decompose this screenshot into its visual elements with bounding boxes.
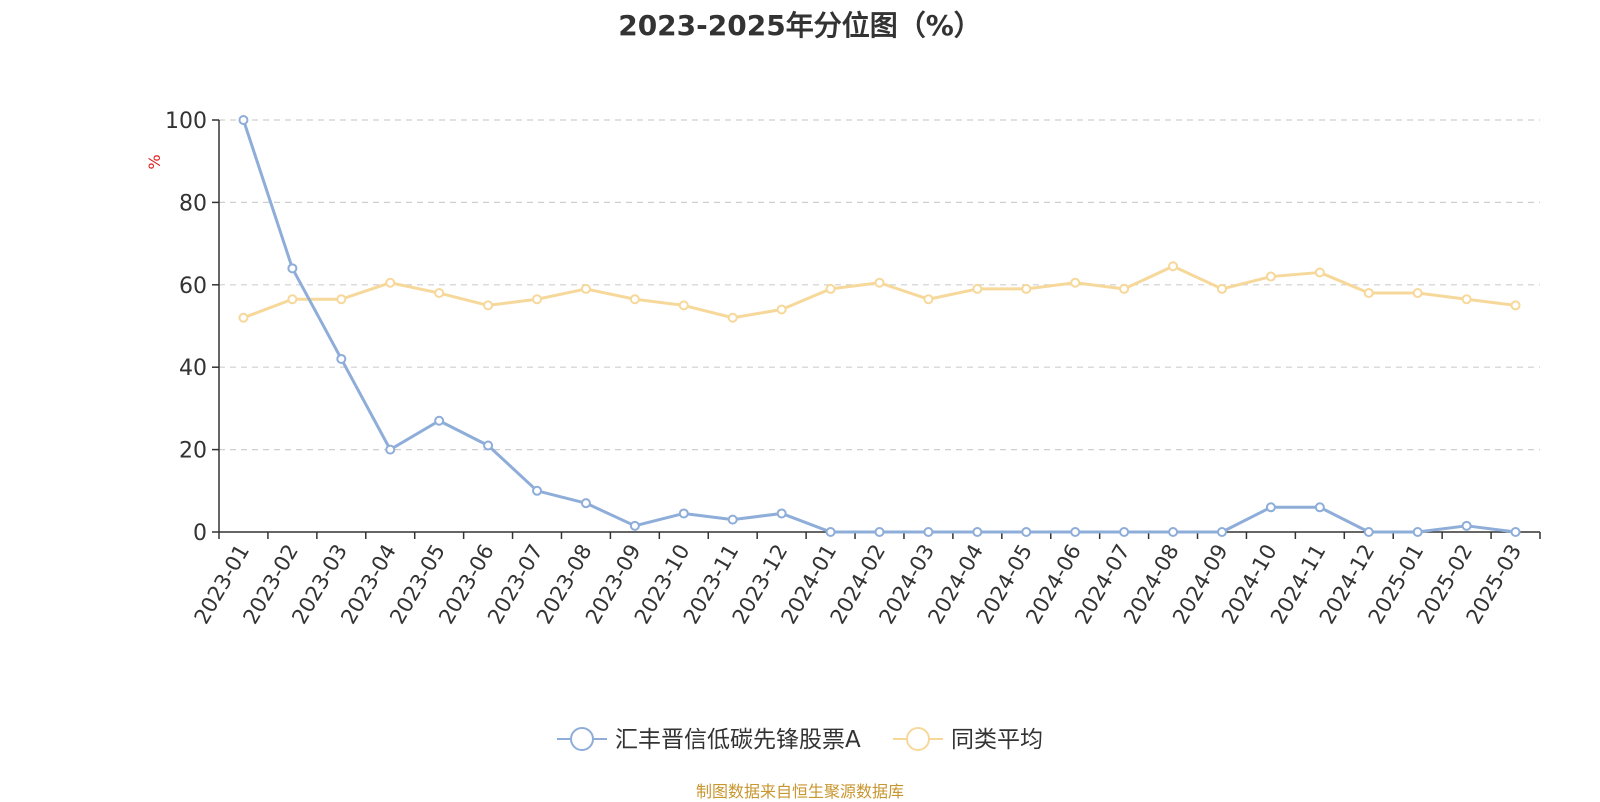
data-point[interactable] <box>629 520 640 531</box>
data-point[interactable] <box>1168 261 1179 272</box>
y-tick-label: 40 <box>179 356 207 381</box>
data-point[interactable] <box>972 283 983 294</box>
data-point[interactable] <box>287 263 298 274</box>
legend-item-1[interactable]: 汇丰晋信低碳先锋股票A <box>557 727 861 753</box>
data-point[interactable] <box>580 498 591 509</box>
data-point[interactable] <box>238 115 249 125</box>
data-point[interactable] <box>1265 502 1276 513</box>
data-point[interactable] <box>1461 294 1472 305</box>
data-point[interactable] <box>1412 527 1423 537</box>
data-point[interactable] <box>972 527 983 537</box>
series-line <box>242 119 1516 534</box>
data-point[interactable] <box>336 353 347 364</box>
data-point[interactable] <box>1070 277 1081 288</box>
data-point[interactable] <box>1314 502 1325 513</box>
data-point[interactable] <box>1168 527 1179 537</box>
axes <box>218 120 1540 533</box>
legend-item-2[interactable]: 同类平均 <box>893 727 1043 753</box>
data-point[interactable] <box>385 444 396 455</box>
legend-marker-icon <box>570 727 594 751</box>
data-point[interactable] <box>825 527 836 537</box>
y-axis-label: % <box>145 154 164 169</box>
data-point[interactable] <box>776 508 787 519</box>
series-group <box>238 115 1521 537</box>
data-point[interactable] <box>1216 527 1227 537</box>
data-point[interactable] <box>1021 283 1032 294</box>
legend-label: 汇丰晋信低碳先锋股票A <box>615 727 861 753</box>
y-axis-ticks: 0 20 40 60 80 100 <box>165 109 219 546</box>
data-point[interactable] <box>727 514 738 525</box>
y-tick-label: 60 <box>179 274 207 299</box>
data-point[interactable] <box>580 283 591 294</box>
y-tick-label: 20 <box>179 439 207 464</box>
data-point[interactable] <box>434 288 445 299</box>
data-point[interactable] <box>1265 271 1276 282</box>
data-point[interactable] <box>532 294 543 305</box>
legend-label: 同类平均 <box>951 727 1043 753</box>
data-point[interactable] <box>923 294 934 305</box>
data-point[interactable] <box>776 304 787 315</box>
chart-title: 2023-2025年分位图（%） <box>618 9 982 42</box>
data-point[interactable] <box>629 294 640 305</box>
data-point[interactable] <box>678 300 689 311</box>
data-point[interactable] <box>678 508 689 519</box>
y-tick-label: 0 <box>193 521 207 546</box>
data-point[interactable] <box>825 283 836 294</box>
data-point[interactable] <box>1363 288 1374 299</box>
legend[interactable]: 汇丰晋信低碳先锋股票A 同类平均 <box>557 727 1043 753</box>
y-tick-label: 100 <box>165 109 207 134</box>
data-point[interactable] <box>434 415 445 426</box>
x-axis-ticks: 2023-012023-022023-032023-042023-052023-… <box>189 532 1541 628</box>
data-point[interactable] <box>1070 527 1081 537</box>
series-2 <box>238 261 1521 323</box>
data-point[interactable] <box>1461 520 1472 531</box>
data-point[interactable] <box>874 277 885 288</box>
series-1 <box>238 115 1521 537</box>
data-point[interactable] <box>1314 267 1325 278</box>
data-point[interactable] <box>238 312 249 323</box>
data-point[interactable] <box>1412 288 1423 299</box>
data-point[interactable] <box>727 312 738 323</box>
y-tick-label: 80 <box>179 191 207 216</box>
legend-marker-icon <box>906 727 930 751</box>
data-point[interactable] <box>483 440 494 451</box>
data-point[interactable] <box>1119 527 1130 537</box>
data-point[interactable] <box>532 485 543 496</box>
data-point[interactable] <box>483 300 494 311</box>
data-point[interactable] <box>874 527 885 537</box>
data-point[interactable] <box>1510 300 1521 311</box>
data-point[interactable] <box>1510 527 1521 537</box>
data-point[interactable] <box>1021 527 1032 537</box>
data-point[interactable] <box>1119 283 1130 294</box>
data-point[interactable] <box>385 277 396 288</box>
data-point[interactable] <box>1216 283 1227 294</box>
data-point[interactable] <box>287 294 298 305</box>
source-note: 制图数据来自恒生聚源数据库 <box>695 782 904 801</box>
data-point[interactable] <box>336 294 347 305</box>
data-point[interactable] <box>1363 527 1374 537</box>
data-point[interactable] <box>923 527 934 537</box>
